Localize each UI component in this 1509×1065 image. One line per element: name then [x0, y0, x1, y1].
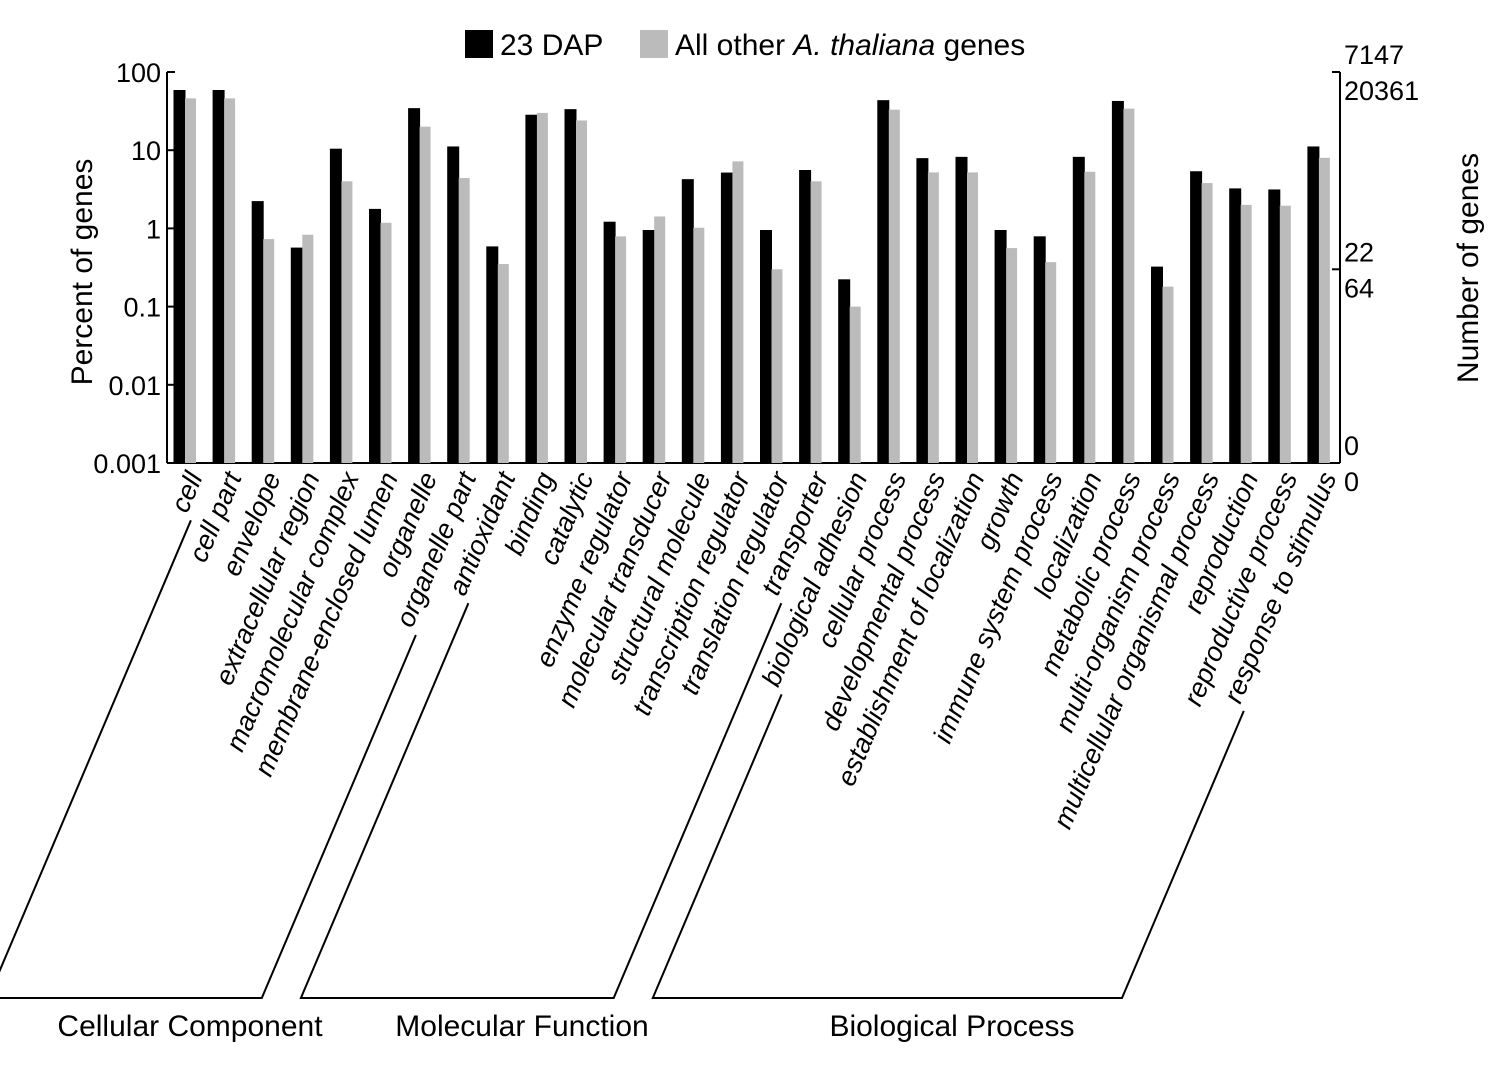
bar-all-other-organelle — [419, 126, 431, 463]
bar-23-dap-response-to-stimulus — [1307, 146, 1320, 464]
bracket-cellular-component — [0, 519, 417, 999]
bar-23-dap-reproduction — [1229, 188, 1242, 464]
bar-all-other-structural-molecule — [693, 227, 705, 463]
bar-23-dap-extracellular-region — [290, 247, 303, 464]
bar-23-dap-establishment-of-localization — [955, 156, 968, 464]
bar-all-other-reproduction — [1240, 204, 1252, 464]
bracket-molecular-function — [299, 602, 783, 999]
legend-label-all-other: All other A. thaliana genes — [675, 29, 1025, 62]
bar-23-dap-translation-regulator — [760, 230, 772, 464]
bar-all-other-catalytic — [576, 120, 587, 464]
bar-23-dap-organelle — [408, 108, 421, 464]
y2-count-label: 7147 — [1344, 40, 1404, 70]
bar-23-dap-multicellular-organismal-process — [1190, 171, 1203, 464]
bar-23-dap-immune-system-process — [1033, 236, 1046, 464]
bar-all-other-metabolic-process — [1123, 108, 1135, 463]
bar-all-other-developmental-process — [927, 172, 939, 463]
group-label-cellular-component: Cellular Component — [57, 1010, 323, 1043]
group-brackets: Cellular Component Molecular Function Biol… — [0, 519, 1245, 1043]
y2-count-label: 22 — [1344, 237, 1374, 267]
bar-23-dap-membrane-enclosed-lumen — [369, 208, 381, 464]
y2-count-label: 0 — [1344, 431, 1359, 461]
bar-all-other-cellular-process — [888, 109, 900, 463]
bar-23-dap-reproductive-process — [1268, 189, 1281, 464]
bar-all-other-envelope — [263, 239, 275, 463]
y-axis-title: Percent of genes — [66, 159, 99, 386]
bar-23-dap-transcription-regulator — [720, 172, 733, 464]
y2-ticks: 7147 20361 22 64 0 0 — [1332, 40, 1419, 497]
bar-23-dap-cell-part — [212, 89, 225, 464]
bar-23-dap-catalytic — [564, 109, 577, 464]
y-ticks: 100 10 1 0.1 0.01 0.001 — [93, 58, 175, 479]
y2-axis-title: Number of genes — [1452, 153, 1485, 383]
bar-all-other-enzyme-regulator — [615, 236, 627, 463]
bar-all-other-molecular-transducer — [654, 216, 666, 463]
bar-23-dap-molecular-transducer — [642, 230, 655, 464]
legend-swatch-all-other — [640, 30, 668, 58]
bar-23-dap-transporter — [799, 170, 812, 464]
bar-23-dap-metabolic-process — [1111, 100, 1124, 464]
bar-all-other-response-to-stimulus — [1318, 157, 1330, 463]
bar-all-other-establishment-of-localization — [967, 172, 978, 463]
y2-count-label: 0 — [1344, 467, 1359, 497]
bar-23-dap-enzyme-regulator — [603, 221, 616, 464]
bar-23-dap-binding — [525, 114, 538, 464]
bar-all-other-cell-part — [224, 98, 236, 463]
bar-all-other-biological-adhesion — [849, 306, 861, 463]
group-label-molecular-function: Molecular Function — [395, 1010, 648, 1043]
bar-all-other-transporter — [810, 181, 822, 463]
bar-23-dap-antioxidant — [486, 246, 499, 464]
group-label-biological-process: Biological Process — [829, 1010, 1074, 1043]
y-tick-label: 100 — [116, 58, 161, 88]
bar-23-dap-envelope — [251, 201, 264, 464]
bars — [173, 89, 1330, 464]
bar-23-dap-localization — [1072, 156, 1085, 464]
bar-all-other-binding — [536, 112, 548, 464]
bar-all-other-cell — [185, 98, 196, 463]
y-tick-label: 0.1 — [123, 293, 161, 323]
bar-all-other-multi-organism-process — [1162, 286, 1174, 463]
bar-all-other-transcription-regulator — [732, 161, 744, 463]
y-tick-label: 10 — [131, 136, 161, 166]
bracket-biological-process — [651, 694, 1245, 999]
bar-23-dap-developmental-process — [916, 158, 929, 464]
bar-all-other-reproductive-process — [1279, 205, 1291, 463]
y-tick-label: 0.001 — [93, 449, 161, 479]
bar-all-other-multicellular-organismal-process — [1201, 183, 1213, 464]
axes: 100 10 1 0.1 0.01 0.001 7147 20361 22 64 0 0 Perce… — [66, 40, 1485, 497]
y2-count-label: 64 — [1344, 273, 1374, 303]
bar-all-other-antioxidant — [497, 264, 509, 463]
bar-all-other-immune-system-process — [1045, 262, 1057, 463]
y2-count-label: 20361 — [1344, 76, 1419, 106]
bar-all-other-translation-regulator — [771, 269, 783, 463]
legend-swatch-23-dap — [465, 30, 493, 58]
bar-23-dap-macromolecular-complex — [329, 148, 342, 464]
bar-23-dap-growth — [994, 230, 1007, 464]
bar-23-dap-cellular-process — [877, 100, 890, 464]
legend-label-23-dap: 23 DAP — [500, 29, 603, 62]
bar-all-other-organelle-part — [458, 178, 470, 463]
bar-23-dap-multi-organism-process — [1151, 266, 1163, 464]
bar-all-other-localization — [1084, 171, 1096, 463]
bar-23-dap-structural-molecule — [681, 179, 694, 464]
bar-all-other-membrane-enclosed-lumen — [380, 222, 392, 463]
bar-all-other-extracellular-region — [302, 234, 314, 463]
bar-all-other-macromolecular-complex — [341, 181, 353, 463]
legend: 23 DAP All other A. thaliana genes — [465, 29, 1025, 62]
y-tick-label: 0.01 — [108, 371, 161, 401]
bar-23-dap-organelle-part — [447, 146, 460, 464]
y-tick-label: 1 — [146, 214, 161, 244]
bar-23-dap-cell — [173, 89, 186, 464]
bar-all-other-growth — [1006, 248, 1018, 463]
bar-23-dap-biological-adhesion — [838, 279, 851, 464]
